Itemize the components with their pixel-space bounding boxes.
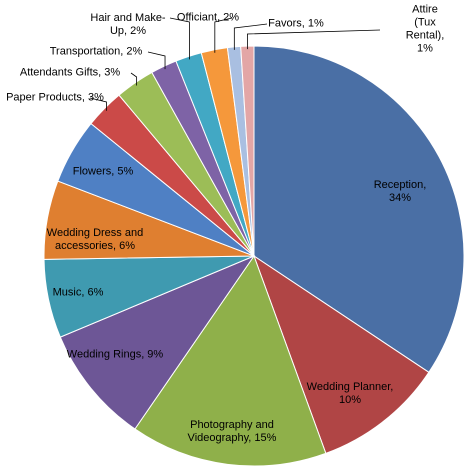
data-label: Transportation, 2% xyxy=(49,45,143,58)
data-label: Wedding Rings, 9% xyxy=(66,348,164,361)
data-label: Grooms Attire (Tux Rental), 1% xyxy=(405,0,445,55)
data-label: Attendants Gifts, 3% xyxy=(19,66,121,79)
leader-line xyxy=(130,72,138,86)
data-label: Paper Products, 3% xyxy=(6,91,104,104)
data-label: Flowers, 5% xyxy=(72,165,134,178)
data-label: Hair and Make- Up, 2% xyxy=(90,12,166,37)
data-label: Officiant, 2% xyxy=(176,11,240,24)
pie-slice xyxy=(134,254,327,467)
data-label: Wedding Dress and accessories, 6% xyxy=(46,227,144,252)
data-label: Favors, 1% xyxy=(268,17,324,30)
leader-line xyxy=(233,23,268,50)
data-label: Wedding Planner, 10% xyxy=(306,381,394,406)
data-label: Music, 6% xyxy=(52,286,104,299)
pie-slice xyxy=(59,254,256,430)
data-label: Reception, 34% xyxy=(373,179,427,204)
data-label: Photography and Videography, 15% xyxy=(187,419,277,444)
pie-slice xyxy=(253,254,430,454)
leader-line xyxy=(214,17,233,53)
leader-line xyxy=(89,97,107,111)
leader-line xyxy=(169,17,190,60)
leader-line xyxy=(147,51,166,70)
leader-line xyxy=(247,29,381,50)
